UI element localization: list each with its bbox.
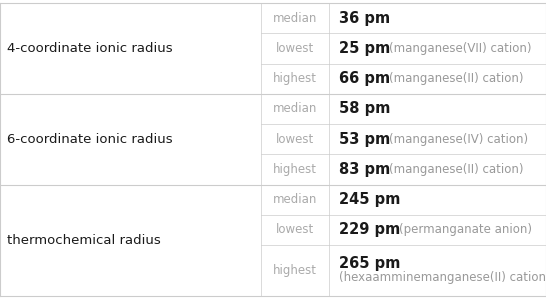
Text: (manganese(IV) cation): (manganese(IV) cation) [389, 133, 528, 146]
Text: lowest: lowest [276, 42, 314, 55]
Text: highest: highest [273, 264, 317, 277]
Text: 229 pm: 229 pm [339, 222, 400, 237]
Text: median: median [272, 102, 317, 115]
Text: highest: highest [273, 72, 317, 85]
Text: (manganese(II) cation): (manganese(II) cation) [389, 163, 524, 176]
Text: 6-coordinate ionic radius: 6-coordinate ionic radius [7, 133, 173, 146]
Text: 265 pm: 265 pm [339, 256, 400, 271]
Text: lowest: lowest [276, 133, 314, 146]
Text: 36 pm: 36 pm [339, 11, 390, 26]
Text: (manganese(VII) cation): (manganese(VII) cation) [389, 42, 531, 55]
Text: median: median [272, 12, 317, 25]
Text: highest: highest [273, 163, 317, 176]
Text: 66 pm: 66 pm [339, 71, 390, 86]
Text: (manganese(II) cation): (manganese(II) cation) [389, 72, 524, 85]
Text: 83 pm: 83 pm [339, 162, 390, 177]
Text: thermochemical radius: thermochemical radius [7, 234, 161, 247]
Text: (permanganate anion): (permanganate anion) [399, 223, 532, 237]
Text: 53 pm: 53 pm [339, 132, 390, 147]
Text: 4-coordinate ionic radius: 4-coordinate ionic radius [7, 42, 173, 55]
Text: 25 pm: 25 pm [339, 41, 390, 56]
Text: median: median [272, 193, 317, 206]
Text: lowest: lowest [276, 223, 314, 237]
Text: (hexaamminemanganese(II) cation): (hexaamminemanganese(II) cation) [339, 271, 546, 284]
Text: 245 pm: 245 pm [339, 192, 400, 207]
Text: 58 pm: 58 pm [339, 101, 390, 116]
